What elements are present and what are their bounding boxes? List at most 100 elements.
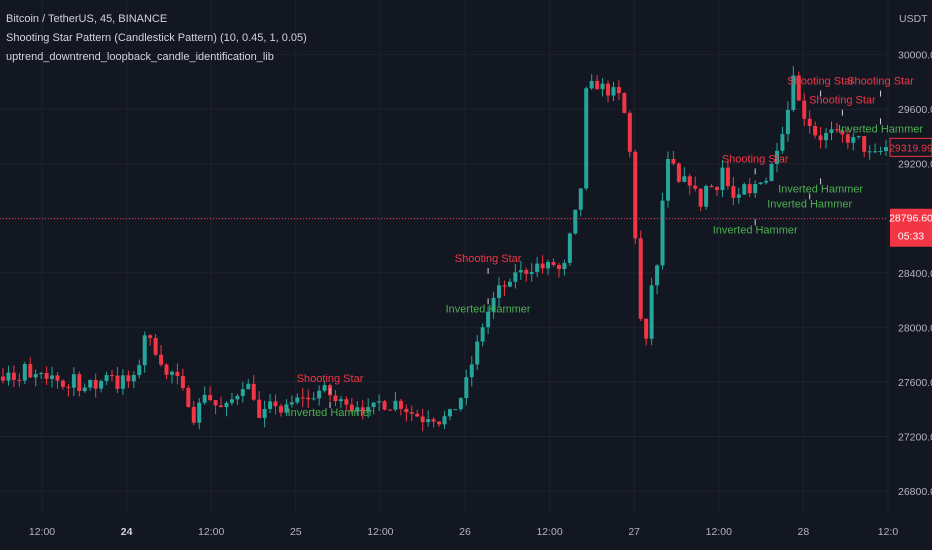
shooting-star-label: Shooting Star [297, 373, 364, 385]
candle-body [317, 390, 322, 399]
candle-body [71, 374, 76, 388]
candle-body [104, 375, 109, 381]
candle-body [486, 311, 491, 328]
currency-label: USDT [899, 13, 928, 25]
candle-body [355, 407, 360, 412]
candle-body [186, 387, 191, 407]
candle-body [453, 409, 458, 411]
candle-body [50, 375, 55, 379]
candle-body [507, 281, 512, 287]
candle-body [366, 407, 371, 412]
candle-body [638, 238, 643, 319]
candle-body [720, 167, 725, 191]
candle-body [300, 397, 305, 399]
candle-body [289, 402, 294, 405]
candle-body [475, 341, 480, 365]
candle-body [513, 272, 518, 282]
current-price-tag [890, 208, 932, 247]
candle-body [382, 401, 387, 410]
shooting-star-label: Shooting Star [722, 153, 789, 165]
x-tick-label: 12:00 [29, 526, 55, 538]
candle-body [39, 372, 44, 375]
candle-body [682, 176, 687, 182]
candle-body [693, 185, 698, 189]
candle-body [742, 184, 747, 195]
y-tick-label: 29200.00 [898, 159, 932, 171]
candle-body [442, 416, 447, 425]
candle-body [845, 134, 850, 143]
candle-body [660, 200, 665, 266]
candle-body [344, 399, 349, 405]
candle-body [415, 413, 420, 417]
inverted-hammer-label: Inverted Hammer [446, 303, 531, 315]
y-tick-label: 26800.00 [898, 486, 932, 498]
inverted-hammer-label: Inverted Hammer [838, 123, 923, 135]
candle-body [311, 398, 316, 400]
candle-body [137, 365, 142, 376]
last-close-value: 29319.99 [889, 142, 932, 154]
x-tick-label: 12:0 [878, 526, 899, 538]
candle-body [377, 401, 382, 403]
candle-body [736, 194, 741, 198]
candle-body [589, 80, 594, 89]
candle-body [88, 379, 93, 388]
candle-body [497, 285, 502, 298]
indicator-title[interactable]: Shooting Star Pattern (Candlestick Patte… [6, 32, 307, 44]
candle-body [584, 88, 589, 189]
candle-body [480, 327, 485, 342]
candle-body [725, 167, 730, 187]
candle-body [862, 136, 867, 152]
candle-body [878, 151, 883, 153]
candle-body [437, 421, 442, 425]
y-tick-label: 27200.00 [898, 432, 932, 444]
candle-body [774, 150, 779, 164]
shooting-star-label: Shooting Star [847, 76, 914, 88]
candle-body [867, 151, 872, 153]
candle-body [224, 402, 229, 408]
candle-body [780, 134, 785, 151]
candle-body [306, 397, 311, 400]
last-close-tag [889, 137, 932, 157]
candle-body [338, 399, 343, 402]
candle-body [818, 135, 823, 141]
candle-body [180, 376, 185, 388]
x-tick-label: 26 [459, 526, 471, 538]
candle-body [169, 371, 174, 375]
candle-body [785, 109, 790, 135]
candle-body [676, 163, 681, 182]
candle-body [22, 364, 27, 381]
candle-body [159, 354, 164, 365]
candle-body [824, 132, 829, 141]
candle-body [251, 383, 256, 400]
candle-body [148, 335, 153, 338]
candle-body [551, 261, 556, 266]
candle-body [698, 188, 703, 207]
candle-body [616, 87, 621, 94]
candle-body [758, 182, 763, 185]
y-tick-label: 28000.00 [898, 322, 932, 334]
library-title[interactable]: uptrend_downtrend_loopback_candle_identi… [6, 51, 274, 63]
candle-body [791, 75, 796, 110]
candle-body [142, 335, 147, 366]
candle-body [284, 404, 289, 413]
candle-body [578, 188, 583, 210]
candle-body [873, 151, 878, 153]
candle-body [627, 112, 632, 152]
candle-body [524, 270, 529, 274]
candle-body [704, 185, 709, 207]
candle-body [262, 408, 267, 418]
y-tick-label: 28400.00 [898, 268, 932, 280]
candle-body [349, 404, 354, 412]
candle-body [99, 380, 104, 389]
candle-body [164, 364, 169, 375]
candle-body [644, 318, 649, 339]
symbol-title[interactable]: Bitcoin / TetherUS, 45, BINANCE [6, 13, 168, 25]
candle-body [393, 400, 398, 410]
candle-body [6, 372, 11, 381]
candle-body [153, 337, 158, 355]
candle-body [834, 129, 839, 131]
candle-body [840, 130, 845, 135]
candle-body [469, 364, 474, 378]
candle-body [447, 409, 452, 417]
